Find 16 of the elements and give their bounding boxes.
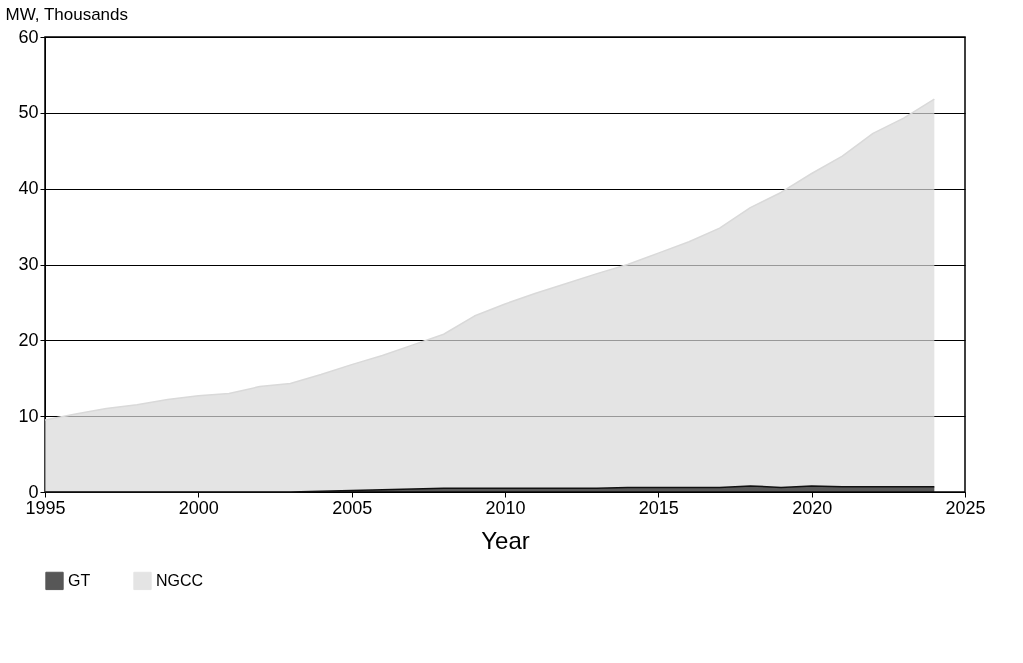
x-axis-title: Year [481, 526, 530, 554]
y-tick-label: 30 [18, 254, 39, 274]
x-tick-label: 2015 [638, 497, 679, 518]
y-tick-label: 20 [18, 329, 39, 350]
x-tick-label: 2020 [792, 497, 833, 518]
y-tick-label: 50 [18, 102, 39, 123]
x-tick-label: 2025 [945, 497, 986, 518]
y-tick-label: 60 [18, 26, 39, 47]
x-tick-label: 2005 [332, 497, 373, 518]
legend-label: NGCC [156, 571, 204, 589]
legend-label: GT [68, 571, 91, 589]
x-tick-label: 2010 [485, 497, 526, 518]
y-tick-label: 40 [18, 178, 39, 199]
x-tick-label: 2000 [178, 497, 219, 518]
y-axis-title: MW, Thousands [5, 4, 129, 24]
y-tick-label: 10 [18, 405, 39, 426]
